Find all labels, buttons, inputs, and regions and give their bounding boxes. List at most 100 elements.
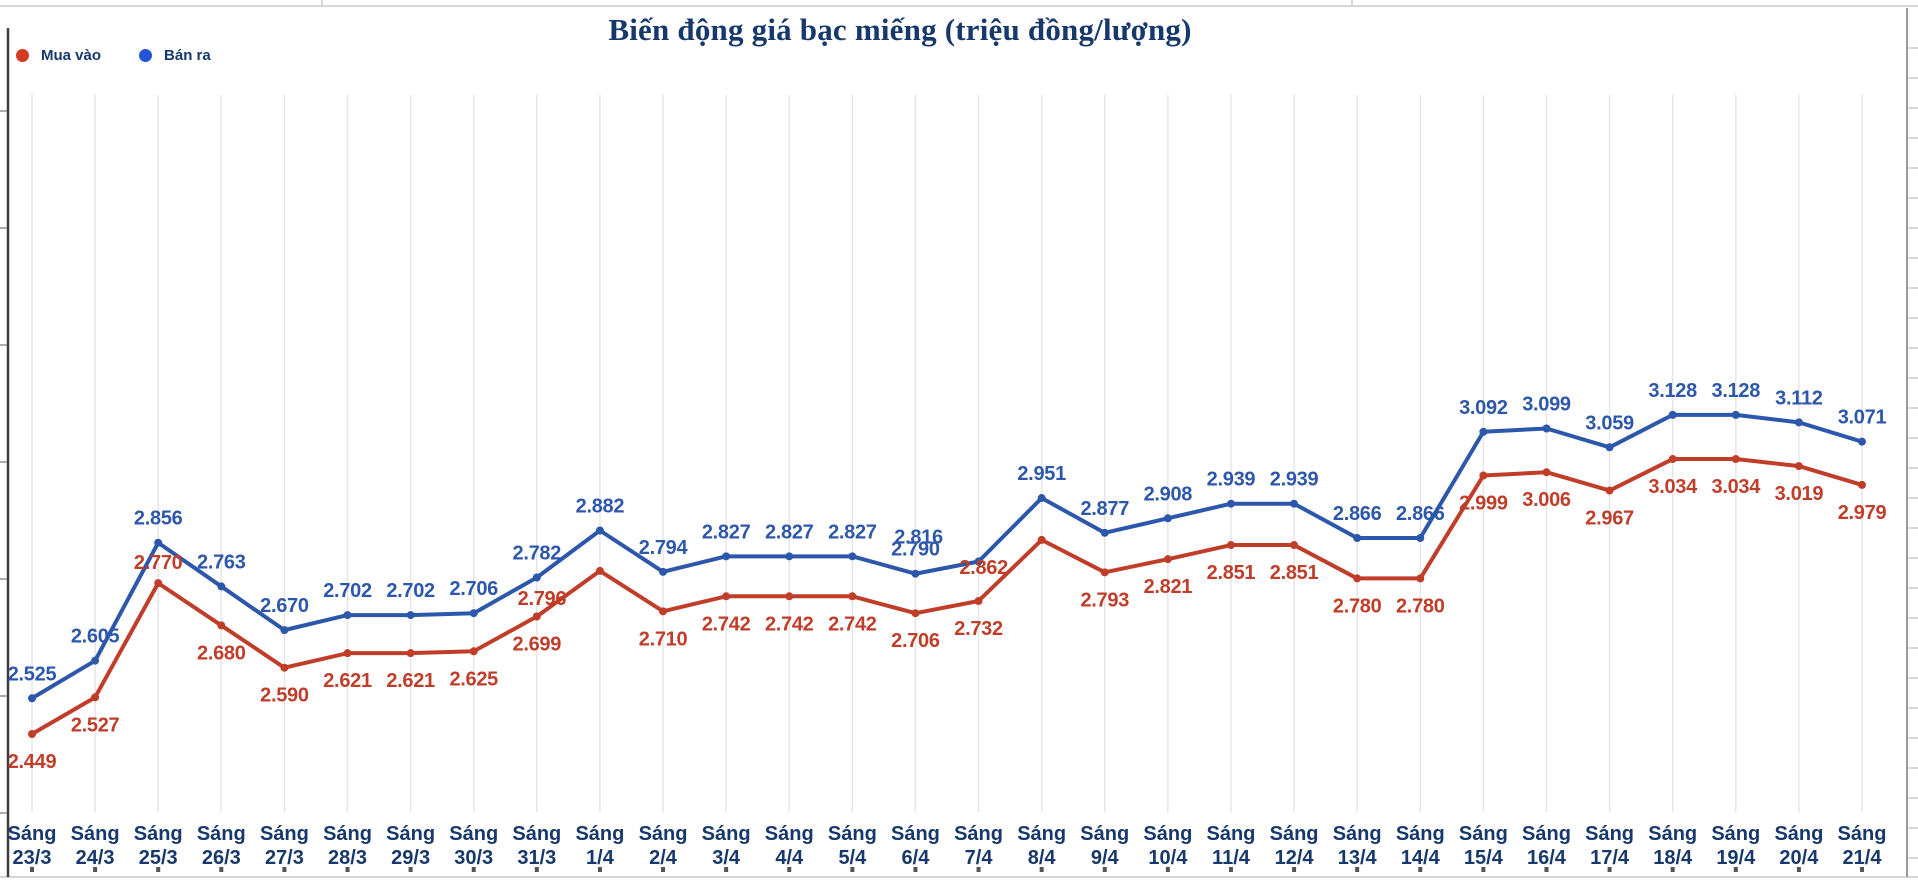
data-point-mua-vao (469, 647, 478, 656)
x-axis-tick (1544, 867, 1549, 872)
legend-item-ban-ra[interactable]: Bán ra (139, 47, 211, 64)
x-axis-label: Sáng 4/4 (765, 823, 814, 869)
data-point-label-mua-vao: 2.979 (1838, 502, 1887, 524)
data-point-ban-ra (595, 526, 604, 535)
data-point-ban-ra (659, 567, 668, 576)
x-axis-tick (30, 867, 34, 872)
data-point-ban-ra (722, 552, 731, 561)
data-point-mua-vao (659, 607, 668, 616)
data-point-mua-vao (1794, 462, 1803, 471)
x-axis-label: Sáng 24/3 (71, 823, 120, 869)
x-axis-label: Sáng 11/4 (1207, 823, 1256, 869)
data-point-label-ban-ra: 2.763 (197, 551, 246, 573)
data-point-label-ban-ra: 2.670 (260, 595, 309, 617)
x-axis-label: Sáng 17/4 (1585, 823, 1634, 869)
data-point-label-ban-ra: 2.939 (1207, 469, 1256, 491)
data-point-ban-ra (1605, 443, 1614, 452)
data-point-mua-vao (848, 592, 857, 601)
data-point-ban-ra (1668, 410, 1677, 419)
x-axis-tick (976, 867, 981, 872)
data-point-mua-vao (1605, 486, 1614, 495)
x-axis-tick (724, 867, 729, 872)
x-axis-label: Sáng 29/3 (386, 823, 435, 869)
data-point-label-ban-ra: 3.092 (1459, 397, 1508, 419)
data-point-ban-ra (1353, 534, 1362, 543)
x-axis-tick (787, 867, 792, 872)
data-point-label-ban-ra: 2.951 (1017, 463, 1066, 485)
x-axis-tick (1039, 867, 1044, 872)
x-axis-tick (1860, 867, 1864, 872)
x-axis-label: Sáng 30/3 (449, 823, 498, 869)
x-axis-tick (1292, 867, 1297, 872)
data-point-ban-ra (343, 611, 352, 620)
data-point-label-mua-vao: 2.851 (1207, 562, 1256, 584)
data-point-mua-vao (1037, 535, 1046, 544)
data-point-mua-vao (1416, 574, 1425, 583)
data-point-label-ban-ra: 2.782 (513, 542, 562, 564)
data-point-label-mua-vao: 2.732 (954, 618, 1003, 640)
data-point-ban-ra (1100, 528, 1109, 537)
x-axis-label: Sáng 19/4 (1711, 823, 1760, 869)
x-axis-tick (1228, 867, 1233, 872)
x-axis-label: Sáng 12/4 (1270, 823, 1319, 869)
data-point-label-mua-vao: 3.034 (1712, 476, 1762, 498)
legend-item-mua-vao[interactable]: Mua vào (16, 47, 101, 64)
data-point-label-ban-ra: 3.059 (1585, 412, 1634, 434)
x-axis-label: Sáng 18/4 (1648, 823, 1697, 869)
x-axis-label: Sáng 1/4 (575, 823, 624, 869)
x-axis-label: Sáng 28/3 (323, 823, 372, 869)
data-point-label-mua-vao: 2.967 (1585, 508, 1634, 530)
data-point-label-mua-vao: 2.742 (828, 613, 877, 635)
data-point-ban-ra (280, 626, 289, 635)
x-axis-tick (1481, 867, 1486, 872)
data-point-ban-ra (1226, 499, 1235, 508)
data-point-mua-vao (1542, 468, 1551, 477)
x-axis-tick (1355, 867, 1360, 872)
x-axis-label: Sáng 10/4 (1143, 823, 1192, 869)
data-point-label-mua-vao: 2.796 (518, 588, 567, 610)
x-axis-label: Sáng 16/4 (1522, 823, 1571, 869)
x-axis-tick (1418, 867, 1423, 872)
data-point-label-mua-vao: 2.851 (1270, 562, 1319, 584)
x-axis-tick (1165, 867, 1170, 872)
data-point-label-mua-vao: 2.770 (134, 552, 183, 574)
x-axis-label: Sáng 8/4 (1017, 823, 1066, 869)
data-point-label-ban-ra: 2.866 (1333, 503, 1382, 525)
data-point-label-mua-vao: 2.821 (1144, 576, 1193, 598)
data-point-label-mua-vao: 2.680 (197, 642, 246, 664)
data-point-label-mua-vao: 2.710 (639, 628, 688, 650)
x-axis-tick (156, 867, 161, 872)
x-axis-label: Sáng 5/4 (828, 823, 877, 869)
x-axis-label: Sáng 14/4 (1396, 823, 1445, 869)
data-point-mua-vao (28, 730, 36, 738)
x-axis-tick (282, 867, 287, 872)
x-axis-tick (661, 867, 666, 872)
data-point-label-ban-ra: 2.525 (8, 663, 57, 685)
data-point-label-ban-ra: 2.702 (386, 580, 435, 602)
x-axis-label: Sáng 21/4 (1838, 823, 1887, 869)
data-point-label-ban-ra: 2.856 (134, 508, 183, 530)
data-point-mua-vao (785, 592, 794, 601)
legend: Mua vào Bán ra (16, 47, 211, 64)
data-point-label-ban-ra: 2.790 (891, 539, 940, 561)
x-axis-tick (93, 867, 98, 872)
data-point-label-mua-vao: 3.034 (1648, 476, 1698, 498)
data-point-label-ban-ra: 3.099 (1522, 394, 1571, 416)
data-point-label-ban-ra: 2.866 (1396, 503, 1445, 525)
data-point-mua-vao (974, 596, 983, 605)
data-point-ban-ra (217, 582, 226, 591)
data-point-ban-ra (406, 611, 415, 620)
data-point-label-mua-vao: 2.621 (323, 670, 372, 692)
data-point-mua-vao (217, 621, 226, 630)
data-point-label-mua-vao: 2.780 (1333, 595, 1382, 617)
data-point-mua-vao (1290, 541, 1299, 550)
x-axis-tick (1670, 867, 1675, 872)
data-point-ban-ra (974, 557, 983, 566)
data-point-ban-ra (1542, 424, 1551, 433)
data-point-label-mua-vao: 2.742 (702, 613, 751, 635)
data-point-label-mua-vao: 2.742 (765, 613, 814, 635)
data-point-ban-ra (1794, 418, 1803, 427)
data-point-label-mua-vao: 2.625 (449, 668, 498, 690)
